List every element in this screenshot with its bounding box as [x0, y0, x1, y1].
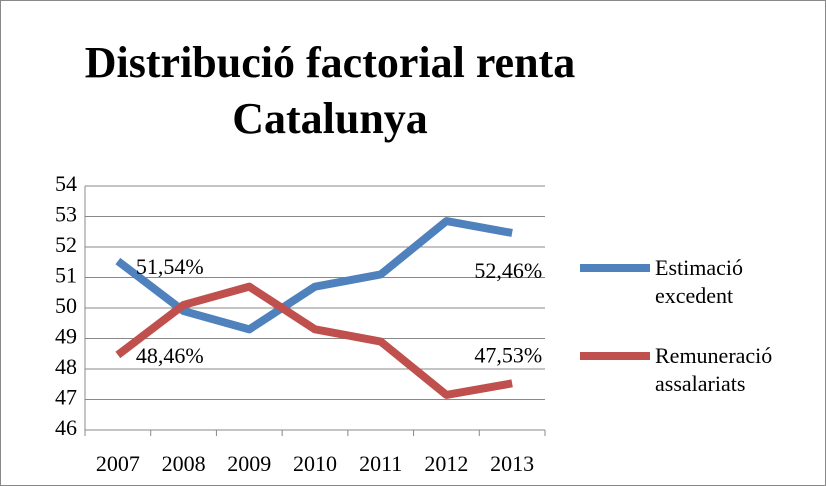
x-tick-label: 2007: [96, 451, 140, 476]
y-tick-label: 48: [55, 354, 77, 379]
y-tick-label: 53: [55, 202, 77, 227]
data-label: 51,54%: [136, 254, 204, 279]
x-tick-label: 2010: [293, 451, 337, 476]
x-tick-label: 2011: [359, 451, 402, 476]
x-tick-label: 2009: [227, 451, 271, 476]
legend-label: Remuneració assalariats: [655, 343, 773, 396]
series-line: [115, 282, 513, 399]
data-label: 47,53%: [474, 342, 542, 367]
title-box: Distribució factorial renta Catalunya: [84, 38, 576, 143]
y-tick-label: 46: [55, 415, 77, 440]
y-tick-label: 54: [55, 171, 77, 196]
series-line: [115, 217, 513, 334]
data-label: 52,46%: [474, 258, 542, 283]
y-tick-label: 49: [55, 324, 77, 349]
x-tick-label: 2008: [162, 451, 206, 476]
x-tick-label: 2013: [490, 451, 534, 476]
data-label: 48,46%: [136, 343, 204, 368]
y-tick-label: 51: [55, 263, 77, 288]
y-tick-label: 47: [55, 385, 77, 410]
y-tick-label: 50: [55, 293, 77, 318]
y-tick-label: 52: [55, 232, 77, 257]
legend-label: Estimació excedent: [655, 255, 743, 308]
x-tick-label: 2012: [424, 451, 468, 476]
chart-title: Distribució factorial renta Catalunya: [84, 38, 576, 143]
